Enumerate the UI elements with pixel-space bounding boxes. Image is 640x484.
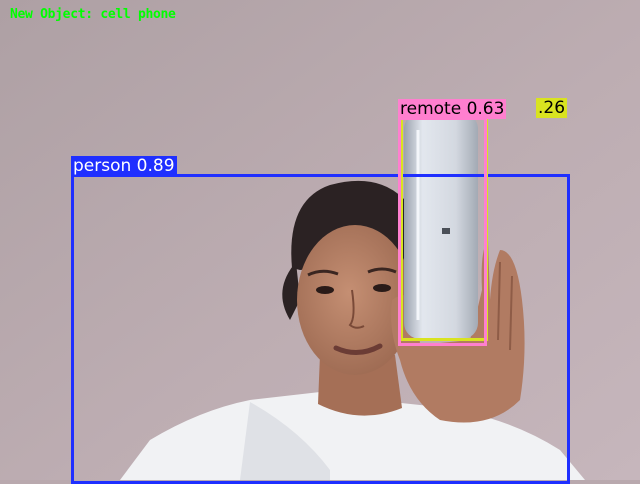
- bbox-label-remote: remote 0.63: [398, 99, 507, 119]
- bbox-remote: remote 0.63: [398, 99, 507, 346]
- phone-camera-slot: [442, 228, 450, 234]
- left-eye: [316, 286, 334, 294]
- hair-strands: [282, 262, 300, 320]
- shirt-shadow: [240, 402, 330, 480]
- finger-lines: [497, 261, 513, 351]
- hand: [391, 240, 525, 423]
- bbox-label-person: person 0.89: [71, 156, 177, 176]
- bbox-person: person 0.89: [71, 156, 570, 484]
- face: [297, 225, 413, 375]
- mouth: [333, 343, 383, 355]
- left-brow: [307, 269, 339, 277]
- bbox-label-cell-phone: .26: [536, 98, 568, 118]
- phone-device: [404, 113, 478, 339]
- new-object-status: New Object: cell phone: [10, 7, 176, 22]
- right-brow: [367, 267, 397, 274]
- nose: [348, 289, 365, 329]
- right-eye: [373, 284, 391, 292]
